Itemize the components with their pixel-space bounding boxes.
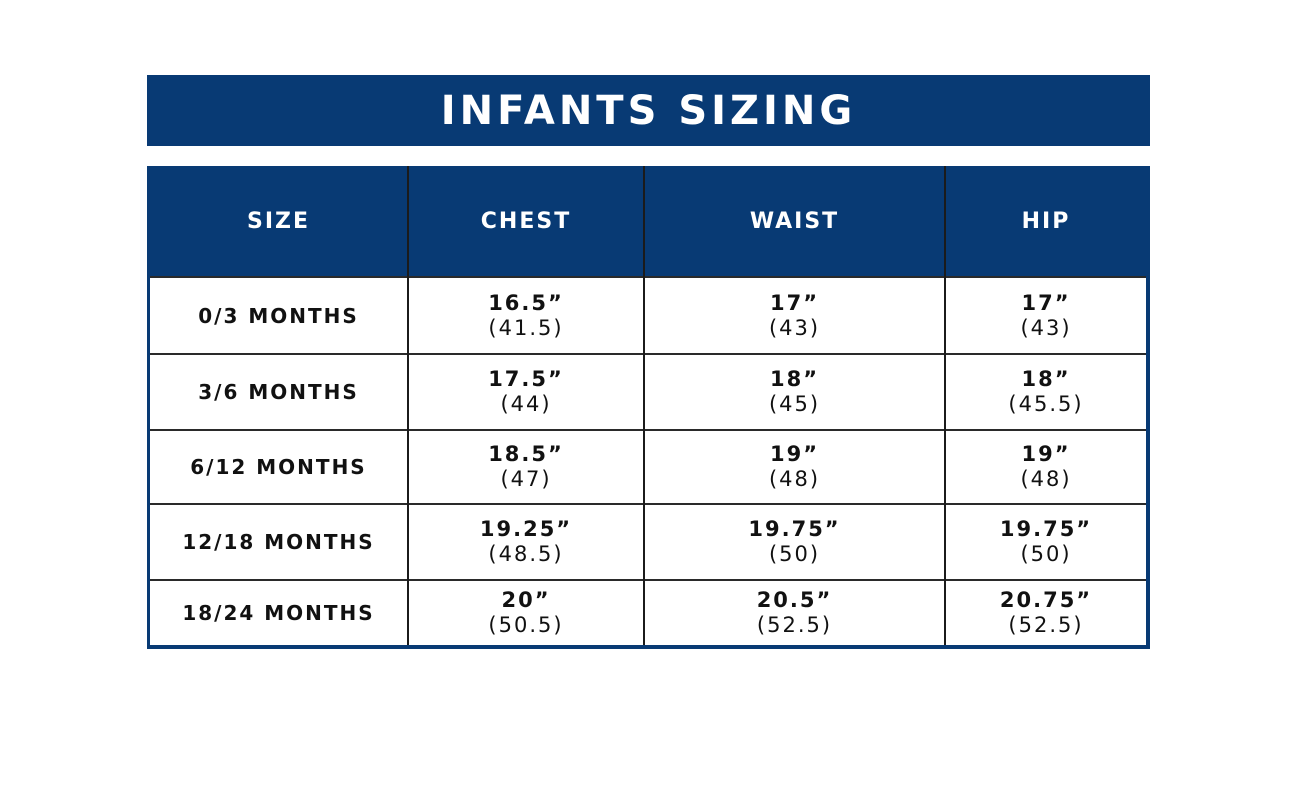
chest-cell: 16.5” (41.5) (408, 276, 645, 354)
hip-inches: 20.75” (999, 588, 1093, 612)
hip-cell: 18” (45.5) (945, 353, 1146, 430)
waist-inches: 20.5” (756, 588, 833, 612)
hip-cm: (43) (1020, 315, 1072, 340)
chest-cell: 19.25” (48.5) (408, 503, 645, 580)
size-cell: 6/12 MONTHS (150, 429, 409, 504)
waist-cm: (45) (768, 392, 821, 416)
waist-cell: 18” (45) (644, 353, 946, 430)
column-header-waist: WAIST (644, 166, 946, 277)
waist-cm: (48) (768, 467, 821, 491)
chest-cell: 20” (50.5) (408, 579, 645, 645)
waist-inches: 18” (769, 367, 820, 391)
column-header-chest: CHEST (408, 166, 645, 277)
chest-inches: 16.5” (488, 290, 564, 315)
hip-cm: (48) (1020, 467, 1072, 491)
header-row: SIZE CHEST WAIST HIP (150, 166, 1146, 277)
waist-inches: 19” (769, 442, 820, 466)
size-cell: 12/18 MONTHS (150, 503, 409, 580)
table-row: 18/24 MONTHS 20” (50.5) 20.5” (52.5) 20.… (150, 579, 1146, 645)
table-row: 12/18 MONTHS 19.25” (48.5) 19.75” (50) 1… (150, 503, 1146, 580)
hip-cm: (50) (1020, 542, 1072, 566)
hip-cell: 20.75” (52.5) (945, 579, 1146, 645)
chest-cm: (44) (500, 392, 552, 416)
sizing-table: SIZE CHEST WAIST HIP 0/3 MONTHS 16.5” (4… (150, 166, 1146, 645)
hip-inches: 19” (1021, 442, 1071, 466)
size-cell: 18/24 MONTHS (150, 579, 409, 645)
chest-cm: (41.5) (488, 315, 564, 340)
page-title: INFANTS SIZING (440, 87, 857, 134)
waist-cell: 20.5” (52.5) (644, 579, 946, 645)
size-cell: 3/6 MONTHS (150, 353, 409, 430)
waist-inches: 19.75” (748, 517, 841, 541)
chest-inches: 19.25” (479, 517, 573, 541)
waist-cm: (43) (768, 315, 821, 340)
hip-cm: (52.5) (1008, 613, 1084, 637)
table-row: 3/6 MONTHS 17.5” (44) 18” (45) 18” (45.5… (150, 353, 1146, 430)
hip-cell: 17” (43) (945, 276, 1146, 354)
chest-inches: 18.5” (488, 442, 564, 466)
table-row: 0/3 MONTHS 16.5” (41.5) 17” (43) 17” (43… (150, 276, 1146, 354)
chest-inches: 17.5” (488, 367, 564, 391)
size-cell: 0/3 MONTHS (150, 276, 409, 354)
waist-cm: (50) (768, 542, 821, 566)
chest-cell: 18.5” (47) (408, 429, 645, 504)
waist-cell: 17” (43) (644, 276, 946, 354)
chest-cm: (50.5) (488, 613, 564, 637)
sizing-table-frame: SIZE CHEST WAIST HIP 0/3 MONTHS 16.5” (4… (147, 166, 1150, 649)
waist-cell: 19.75” (50) (644, 503, 946, 580)
chest-cell: 17.5” (44) (408, 353, 645, 430)
column-header-hip: HIP (945, 166, 1146, 277)
hip-inches: 17” (1021, 290, 1071, 315)
column-header-size: SIZE (150, 166, 409, 277)
chest-cm: (47) (500, 467, 552, 491)
hip-inches: 18” (1021, 367, 1071, 391)
hip-cell: 19” (48) (945, 429, 1146, 504)
waist-inches: 17” (769, 290, 820, 315)
hip-cm: (45.5) (1008, 392, 1084, 416)
waist-cm: (52.5) (756, 613, 833, 637)
title-banner: INFANTS SIZING (147, 75, 1150, 146)
waist-cell: 19” (48) (644, 429, 946, 504)
hip-inches: 19.75” (999, 517, 1093, 541)
hip-cell: 19.75” (50) (945, 503, 1146, 580)
chest-inches: 20” (501, 588, 551, 612)
chest-cm: (48.5) (488, 542, 564, 566)
table-row: 6/12 MONTHS 18.5” (47) 19” (48) 19” (48) (150, 429, 1146, 504)
